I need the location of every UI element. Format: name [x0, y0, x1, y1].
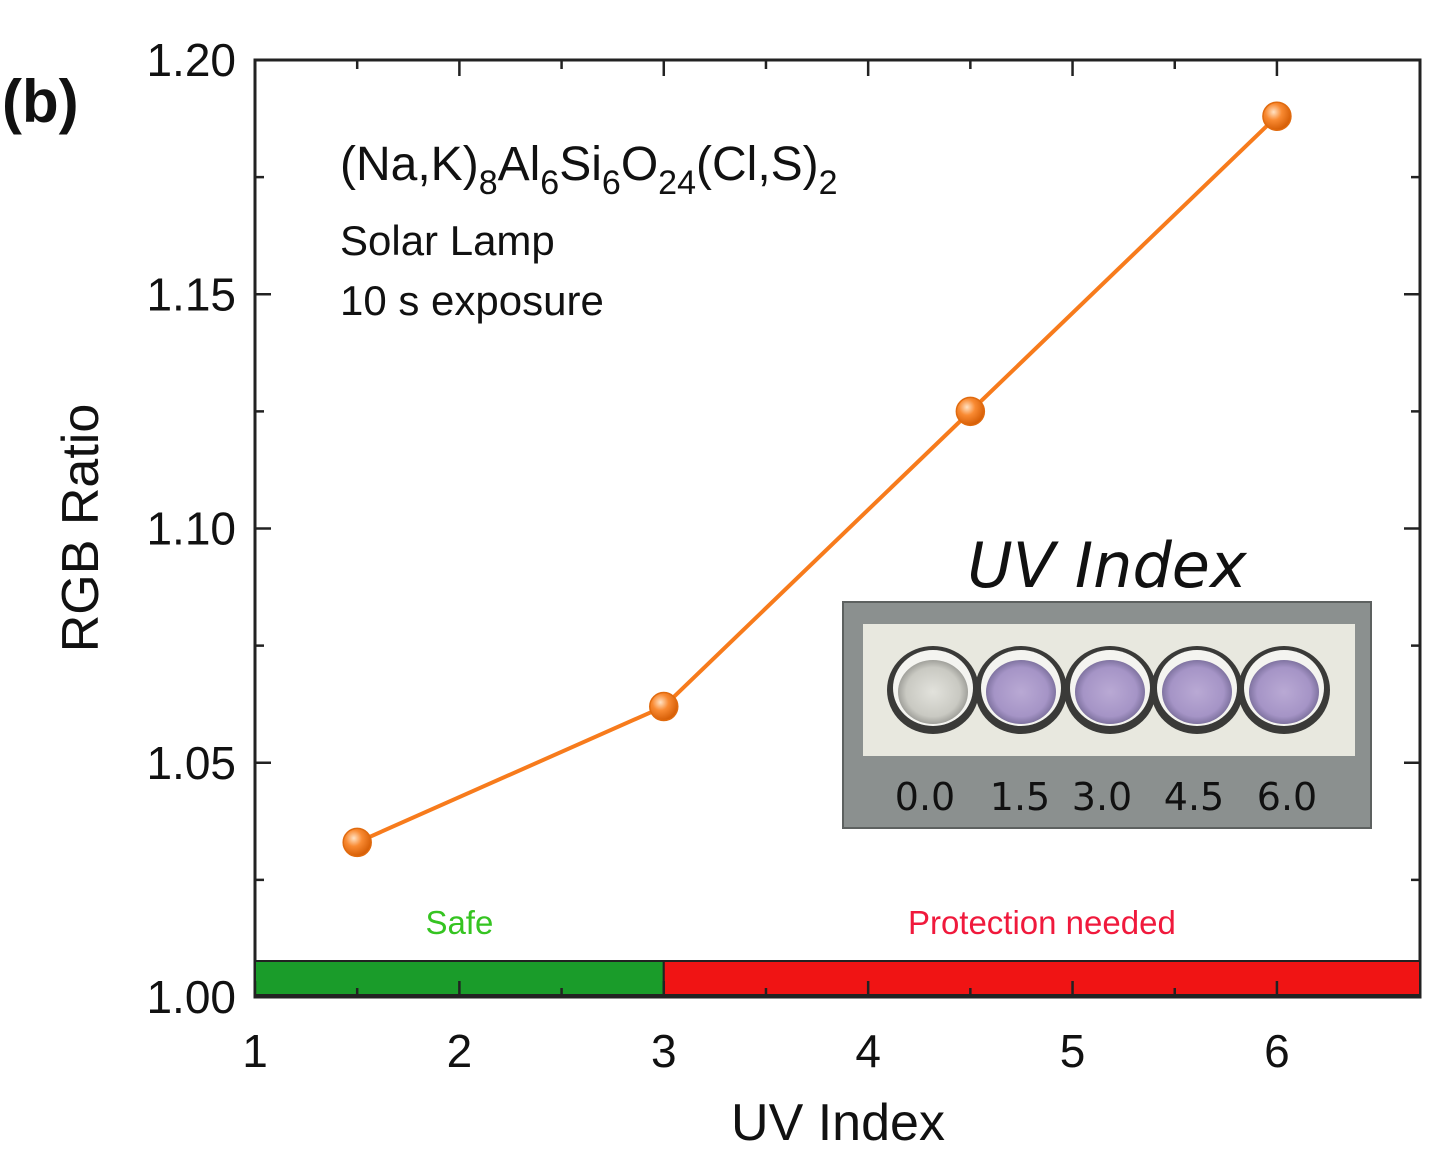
y-tick-label: 1.00 — [146, 971, 236, 1023]
y-tick-label: 1.10 — [146, 503, 236, 555]
exposure-note: 10 s exposure — [340, 277, 604, 324]
formula-text: Si — [559, 138, 602, 191]
formula-text: O — [621, 138, 658, 191]
x-tick-label: 6 — [1264, 1025, 1290, 1077]
inset-uv-label: 4.5 — [1164, 775, 1224, 819]
formula-text: (Cl,S) — [696, 138, 819, 191]
data-point — [342, 827, 372, 858]
axis-ticks — [253, 58, 1420, 999]
x-tick-label: 1 — [242, 1025, 268, 1077]
data-point — [1262, 101, 1292, 131]
formula-subscript: 6 — [602, 164, 621, 202]
y-tick-label: 1.05 — [146, 737, 236, 789]
inset-title: UV Index — [967, 529, 1248, 602]
formula-subscript: 8 — [479, 164, 498, 202]
inset-wells — [887, 646, 1330, 734]
formula-subscript: 6 — [540, 164, 559, 202]
rgb-ratio-series — [342, 101, 1292, 858]
lamp-note: Solar Lamp — [340, 217, 555, 264]
zone-label-1: Safe — [425, 904, 493, 941]
well-sample — [1075, 660, 1145, 724]
data-point — [955, 396, 986, 427]
x-tick-label: 3 — [651, 1025, 677, 1077]
y-tick-labels: 1.00 1.05 1.10 1.15 1.20 — [146, 34, 236, 1023]
uv-zone-bars — [254, 960, 1421, 996]
y-tick-label: 1.15 — [146, 268, 236, 320]
x-axis-title: UV Index — [731, 1094, 945, 1152]
inset-uv-label: 3.0 — [1072, 775, 1132, 819]
formula-text: (Na,K) — [340, 138, 479, 191]
well-sample — [898, 660, 968, 724]
panel-label: (b) — [2, 68, 79, 135]
y-axis-title: RGB Ratio — [52, 404, 110, 653]
series-line-1 — [356, 114, 1279, 845]
x-tick-labels: 1 2 3 4 5 6 — [242, 1025, 1290, 1077]
data-point — [649, 691, 679, 722]
formula-text: Al — [498, 138, 541, 191]
zone-labels: Safe Protection needed — [425, 904, 1175, 941]
inset-uv-label: 0.0 — [895, 775, 955, 819]
compound-formula: (Na,K)8Al6Si6O24(Cl,S)2 — [340, 138, 838, 202]
well-sample — [1162, 660, 1232, 724]
formula-subscript: 2 — [819, 164, 838, 202]
well-sample — [986, 660, 1056, 724]
zone-bar-2 — [662, 960, 1421, 996]
well-sample — [1249, 660, 1319, 724]
x-tick-label: 4 — [855, 1025, 881, 1077]
inset-photo: 0.0 1.5 3.0 4.5 6.0 — [842, 601, 1372, 829]
formula-subscript: 24 — [658, 164, 696, 202]
y-tick-label: 1.20 — [146, 34, 236, 86]
zone-label-2: Protection needed — [908, 904, 1176, 941]
x-tick-label: 5 — [1060, 1025, 1086, 1077]
inset-uv-label: 6.0 — [1257, 775, 1317, 819]
inset-labels: 0.0 1.5 3.0 4.5 6.0 — [895, 775, 1317, 819]
x-tick-label: 2 — [447, 1025, 473, 1077]
inset-uv-label: 1.5 — [990, 775, 1050, 819]
